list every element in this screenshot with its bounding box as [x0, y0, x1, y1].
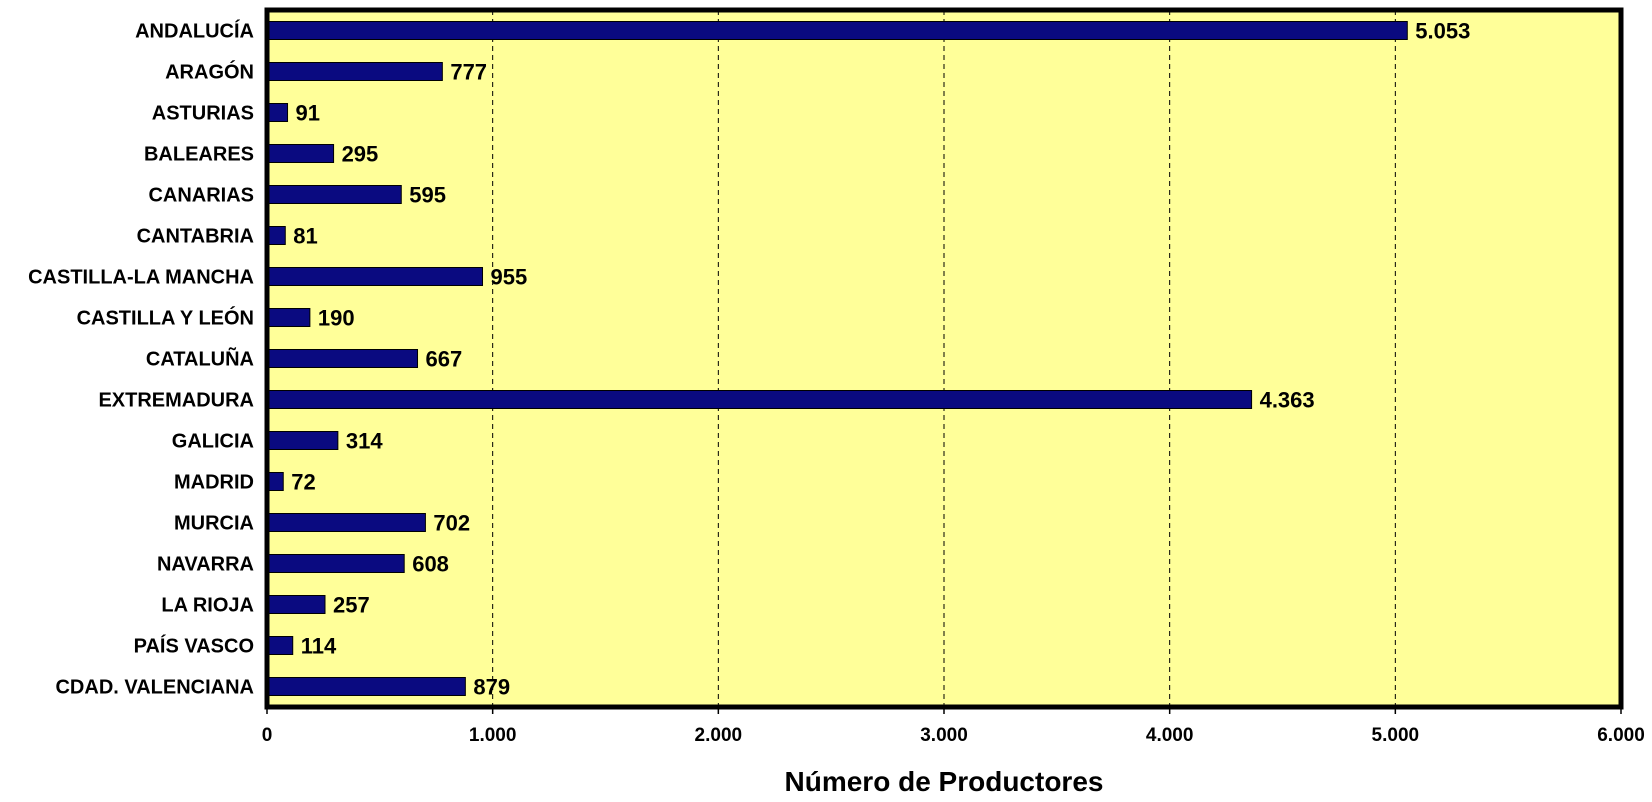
value-label-país-vasco: 114 — [301, 634, 337, 659]
bar-cdad-valenciana — [266, 677, 466, 696]
value-label-cdad-valenciana: 879 — [473, 675, 510, 700]
category-label-aragón: ARAGÓN — [165, 60, 254, 84]
value-label-castilla-la-mancha: 955 — [491, 265, 528, 290]
bar-castilla-la-mancha — [266, 267, 484, 286]
value-label-canarias: 595 — [409, 183, 446, 208]
category-label-cataluña: CATALUÑA — [146, 348, 254, 371]
value-label-la-rioja: 257 — [333, 593, 370, 618]
value-label-extremadura: 4.363 — [1260, 388, 1315, 413]
bar-murcia — [266, 513, 426, 532]
x-tick-label-2.000: 2.000 — [695, 725, 743, 746]
category-label-castilla-y-león: CASTILLA Y LEÓN — [77, 306, 254, 330]
value-label-cataluña: 667 — [426, 347, 463, 372]
x-tick-label-5.000: 5.000 — [1372, 725, 1420, 746]
x-tick-label-4.000: 4.000 — [1146, 725, 1194, 746]
category-label-canarias: CANARIAS — [148, 185, 254, 207]
value-label-cantabria: 81 — [293, 224, 317, 249]
category-label-madrid: MADRID — [174, 472, 254, 494]
bar-baleares — [266, 144, 335, 163]
bar-la-rioja — [266, 595, 326, 614]
value-labels: 5.053 777 91 295 595 81 955 190 667 4.363 314 72 702… — [291, 19, 1470, 700]
category-label-navarra: NAVARRA — [157, 554, 254, 576]
x-axis-title: Número de Productores — [785, 766, 1104, 797]
category-label-cantabria: CANTABRIA — [137, 226, 254, 248]
category-label-la-rioja: LA RIOJA — [161, 595, 254, 617]
bar-extremadura — [266, 390, 1253, 409]
plot-area — [267, 10, 1621, 707]
category-label-país-vasco: PAÍS VASCO — [134, 635, 254, 658]
bar-cataluña — [266, 349, 419, 368]
category-label-castilla-la-mancha: CASTILLA-LA MANCHA — [28, 267, 254, 289]
bar-castilla-y-león — [266, 308, 311, 327]
category-label-baleares: BALEARES — [144, 144, 254, 166]
bars — [266, 21, 1408, 696]
x-axis: 0 1.000 2.000 3.000 4.000 5.000 6.000 — [262, 706, 1645, 746]
category-labels: ANDALUCÍA ARAGÓN ASTURIAS BALEARES CANARIAS C… — [28, 20, 254, 699]
value-label-galicia: 314 — [346, 429, 383, 454]
value-label-castilla-y-león: 190 — [318, 306, 355, 331]
bar-país-vasco — [266, 636, 294, 655]
category-label-galicia: GALICIA — [172, 431, 254, 453]
grid-lines — [492, 10, 1396, 707]
category-label-extremadura: EXTREMADURA — [98, 390, 254, 412]
category-label-murcia: MURCIA — [174, 513, 254, 535]
bar-canarias — [266, 185, 402, 204]
bar-navarra — [266, 554, 405, 573]
bar-aragón — [266, 62, 443, 81]
value-label-andalucía: 5.053 — [1415, 19, 1470, 44]
bar-cantabria — [266, 226, 286, 245]
category-label-asturias: ASTURIAS — [152, 103, 254, 125]
value-label-madrid: 72 — [291, 470, 315, 495]
value-label-murcia: 702 — [433, 511, 470, 536]
bar-galicia — [266, 431, 339, 450]
value-label-baleares: 295 — [342, 142, 379, 167]
value-label-aragón: 777 — [450, 60, 487, 85]
bar-asturias — [266, 103, 289, 122]
value-label-asturias: 91 — [296, 101, 320, 126]
value-label-navarra: 608 — [412, 552, 449, 577]
bar-andalucía — [266, 21, 1408, 40]
category-label-andalucía: ANDALUCÍA — [135, 20, 254, 43]
x-tick-label-6.000: 6.000 — [1597, 725, 1645, 746]
x-tick-label-1.000: 1.000 — [469, 725, 517, 746]
category-label-cdad-valenciana: CDAD. VALENCIANA — [55, 677, 254, 699]
x-tick-label-3.000: 3.000 — [920, 725, 968, 746]
x-tick-label-0: 0 — [262, 725, 273, 746]
